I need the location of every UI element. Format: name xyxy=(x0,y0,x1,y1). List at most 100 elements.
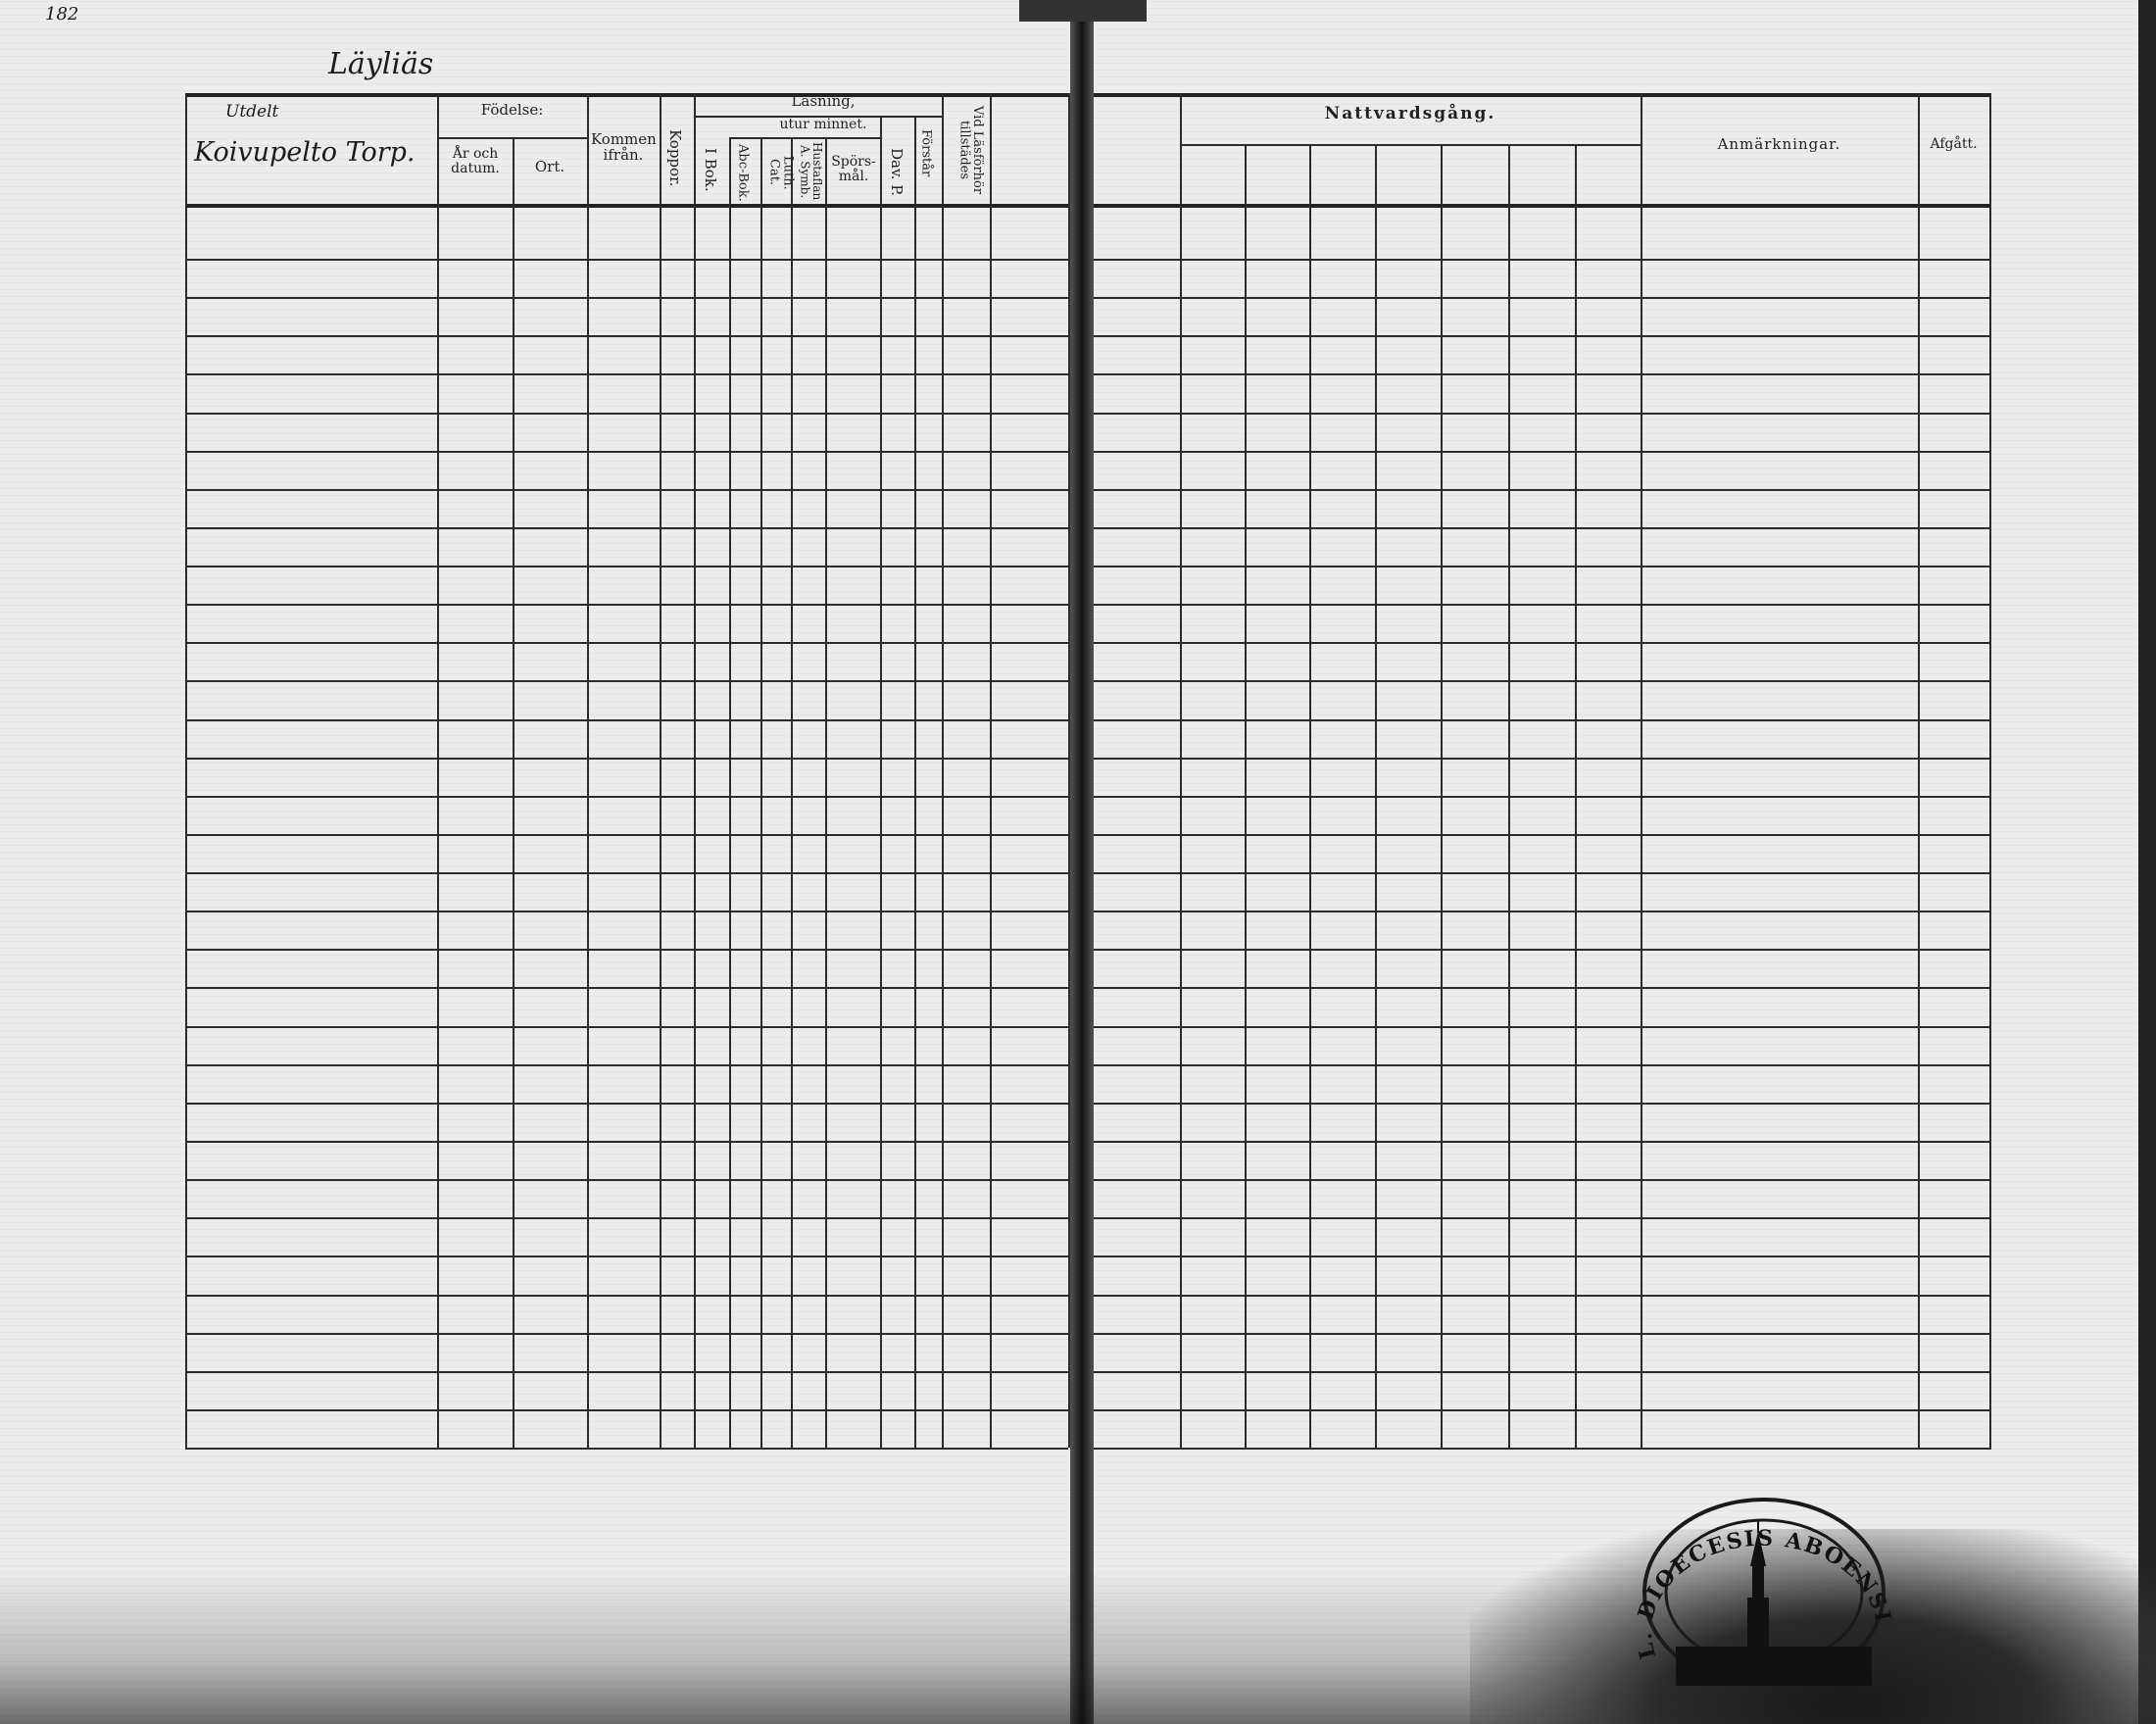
row-line xyxy=(185,412,1068,415)
row-line xyxy=(1094,911,1991,913)
row-line xyxy=(185,718,1068,721)
row-line xyxy=(185,1332,1068,1335)
page-number: 182 xyxy=(45,4,79,25)
diocese-stamp: L. DIOECESIS ABOENSIS xyxy=(1617,1480,1894,1686)
header-forstar: Förstår xyxy=(918,128,934,177)
row-line xyxy=(1094,1370,1991,1373)
lasning-divider xyxy=(694,116,942,118)
header-top-rule xyxy=(185,93,1068,97)
row-line xyxy=(1094,604,1991,607)
row-line xyxy=(1094,412,1991,415)
nattvard-divider xyxy=(1180,144,1641,146)
row-line xyxy=(185,987,1068,990)
header-hustaflan: Hustaflan A. Symb. xyxy=(798,142,824,201)
column-line xyxy=(990,93,992,1449)
row-line xyxy=(185,1448,1068,1451)
column-line xyxy=(185,93,187,1449)
column-line xyxy=(1068,93,1070,1449)
row-line xyxy=(1094,335,1991,338)
row-line xyxy=(1094,1332,1991,1335)
row-line xyxy=(185,949,1068,952)
row-line xyxy=(1094,1140,1991,1143)
column-line xyxy=(791,137,793,1449)
header-utur-minnet: utur minnet. xyxy=(779,117,867,132)
row-line xyxy=(185,297,1068,300)
header-bottom-rule xyxy=(1094,204,1991,208)
row-line xyxy=(1094,1179,1991,1182)
row-line xyxy=(1094,795,1991,798)
row-line xyxy=(1094,1063,1991,1066)
row-line xyxy=(1094,833,1991,836)
row-line xyxy=(185,642,1068,645)
header-anmarkningar: Anmärkningar. xyxy=(1717,135,1841,153)
row-line xyxy=(1094,297,1991,300)
row-line xyxy=(185,526,1068,529)
row-line xyxy=(1094,488,1991,491)
header-ar-och-datum: År och datum. xyxy=(451,146,500,176)
row-line xyxy=(185,680,1068,683)
header-bottom-rule xyxy=(185,204,1068,208)
row-line xyxy=(185,1217,1068,1220)
row-line xyxy=(185,1294,1068,1297)
church-tower-icon xyxy=(1676,1519,1872,1686)
row-line xyxy=(1094,1448,1991,1451)
column-line xyxy=(587,93,589,1449)
row-line xyxy=(185,1063,1068,1066)
row-line xyxy=(1094,1217,1991,1220)
holding-label: Koivupelto Torp. xyxy=(194,137,416,168)
row-line xyxy=(1094,1025,1991,1028)
utur-minnet-divider xyxy=(729,137,880,139)
row-line xyxy=(1094,259,1991,261)
row-line xyxy=(1094,757,1991,760)
column-line xyxy=(914,116,916,1449)
column-line xyxy=(437,93,439,1449)
column-line xyxy=(729,137,731,1449)
column-line xyxy=(760,137,762,1449)
right-page xyxy=(1092,0,2140,1724)
column-line xyxy=(825,137,827,1449)
right-dark-edge xyxy=(2138,0,2156,1724)
fodelse-divider xyxy=(437,137,587,139)
header-top-rule xyxy=(1094,93,1991,97)
header-fodelse: Födelse: xyxy=(480,101,544,119)
left-page xyxy=(0,0,1074,1724)
row-line xyxy=(185,488,1068,491)
row-line xyxy=(185,1025,1068,1028)
holding-prefix: Utdelt xyxy=(225,102,279,122)
column-line xyxy=(1918,93,1920,1449)
column-line xyxy=(942,93,944,1449)
header-i-bok: I Bok. xyxy=(701,147,719,192)
header-kommen-ifran: Kommen ifrån. xyxy=(591,130,657,164)
row-line xyxy=(185,757,1068,760)
row-line xyxy=(1094,1256,1991,1258)
row-line xyxy=(185,259,1068,261)
village-title: Läyliäs xyxy=(328,47,434,81)
header-ort: Ort. xyxy=(534,158,565,175)
row-line xyxy=(185,450,1068,453)
header-koppor: Koppor. xyxy=(665,128,684,187)
row-line xyxy=(185,1256,1068,1258)
row-line xyxy=(185,1102,1068,1105)
row-line xyxy=(185,833,1068,836)
row-line xyxy=(1094,1294,1991,1297)
column-line xyxy=(694,93,696,1449)
row-line xyxy=(185,1140,1068,1143)
row-line xyxy=(185,872,1068,875)
column-line xyxy=(880,116,882,1449)
row-line xyxy=(185,373,1068,376)
row-line xyxy=(185,911,1068,913)
header-luth-cat: Luth. Cat. xyxy=(766,155,796,190)
row-line xyxy=(1094,450,1991,453)
row-line xyxy=(185,604,1068,607)
row-line xyxy=(185,795,1068,798)
row-line xyxy=(1094,1408,1991,1411)
row-line xyxy=(1094,949,1991,952)
row-line xyxy=(185,1370,1068,1373)
column-line xyxy=(1641,93,1642,1449)
row-line xyxy=(1094,1102,1991,1105)
row-line xyxy=(1094,872,1991,875)
row-line xyxy=(1094,680,1991,683)
header-dav-p: Dav. P. xyxy=(887,148,906,197)
row-line xyxy=(185,335,1068,338)
row-line xyxy=(1094,566,1991,568)
